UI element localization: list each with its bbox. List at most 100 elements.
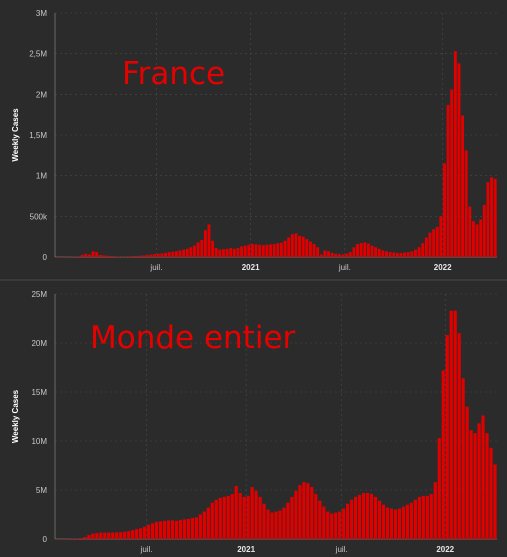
- bar: [441, 370, 445, 539]
- bar: [485, 433, 489, 539]
- y-tick-label: 0: [43, 535, 48, 544]
- bar: [373, 496, 378, 539]
- bar: [354, 496, 358, 539]
- bar: [193, 245, 196, 257]
- bar: [266, 509, 270, 539]
- y-tick-label: 1M: [36, 172, 47, 181]
- bar: [475, 224, 479, 257]
- bar: [465, 406, 469, 539]
- bar: [229, 248, 233, 257]
- chart-panel-world: 0 5M 10M 15M 20M 25M juil. 2021 juil. 2022 Weekly …: [0, 279, 507, 557]
- bar: [326, 511, 330, 539]
- bar: [254, 244, 258, 257]
- bar: [363, 242, 367, 257]
- x-tick-label: 2022: [434, 263, 452, 272]
- bar: [428, 232, 432, 257]
- bar: [218, 249, 222, 257]
- bar: [493, 464, 497, 539]
- bar: [410, 251, 414, 257]
- bar: [305, 239, 309, 257]
- bar: [399, 252, 403, 257]
- bar: [337, 254, 341, 257]
- bar: [167, 252, 171, 257]
- bar: [457, 333, 461, 539]
- chart-panel-france: 0 500k 1M 1,5M 2M 2,5M 3M juil. 2021 juil. 2022 Wee…: [0, 0, 507, 277]
- bar: [83, 537, 87, 539]
- bar: [156, 253, 160, 257]
- bar: [146, 524, 151, 539]
- bar: [283, 240, 287, 257]
- y-axis-label: Weekly Cases: [11, 108, 20, 162]
- bar: [145, 254, 149, 257]
- bar: [262, 503, 266, 539]
- bar: [424, 237, 428, 257]
- bar: [392, 252, 396, 257]
- bar: [276, 243, 280, 257]
- bar: [84, 253, 88, 257]
- bar: [274, 511, 278, 539]
- bar: [182, 519, 187, 539]
- bar: [119, 532, 123, 539]
- bar: [171, 251, 175, 257]
- bar: [362, 492, 366, 539]
- bar: [103, 532, 107, 539]
- bar: [238, 492, 242, 539]
- bar: [327, 251, 330, 257]
- bar: [131, 530, 135, 539]
- bar: [323, 250, 327, 257]
- bar: [196, 242, 200, 257]
- bar: [286, 502, 290, 539]
- bar: [294, 233, 298, 257]
- bar: [322, 506, 326, 539]
- bar: [421, 243, 425, 257]
- bar: [489, 447, 493, 539]
- bar: [306, 483, 310, 539]
- bar: [352, 247, 356, 257]
- bar: [164, 252, 167, 257]
- bar: [338, 511, 342, 539]
- y-tick-label: 0: [43, 253, 48, 262]
- bar: [469, 430, 473, 539]
- bar: [123, 531, 127, 539]
- bar: [417, 247, 421, 257]
- bar: [91, 251, 95, 257]
- bar: [348, 252, 352, 257]
- y-tick-label: 2,5M: [29, 50, 47, 59]
- bar: [279, 242, 283, 257]
- bar: [178, 519, 183, 539]
- x-tick-label: juil.: [140, 545, 153, 554]
- bar: [91, 533, 95, 539]
- world-chart: 0 5M 10M 15M 20M 25M juil. 2021 juil. 2022 Weekly …: [11, 290, 497, 554]
- bar: [232, 248, 236, 257]
- bar: [395, 252, 399, 257]
- bar: [127, 531, 131, 539]
- bar: [150, 523, 155, 539]
- bar: [243, 245, 247, 257]
- bar: [477, 423, 481, 539]
- bar: [482, 204, 486, 257]
- bar: [468, 206, 472, 257]
- bar: [461, 115, 465, 257]
- bar: [186, 518, 190, 539]
- x-tick-label: juil.: [335, 545, 348, 554]
- bar: [330, 513, 334, 539]
- bar: [207, 224, 211, 257]
- bar: [246, 495, 250, 539]
- bar: [346, 503, 350, 539]
- bar: [461, 378, 465, 539]
- bar: [236, 248, 240, 257]
- bar: [318, 500, 322, 539]
- bar: [358, 494, 362, 539]
- bar: [449, 310, 453, 539]
- bar: [453, 51, 457, 258]
- bar: [490, 177, 494, 257]
- bar: [403, 252, 407, 257]
- bar: [178, 250, 182, 257]
- bar: [356, 243, 359, 257]
- bar: [417, 496, 421, 539]
- bar: [432, 229, 436, 257]
- bar: [190, 517, 194, 539]
- bar: [369, 493, 374, 539]
- bar: [189, 247, 193, 257]
- bar: [446, 104, 450, 257]
